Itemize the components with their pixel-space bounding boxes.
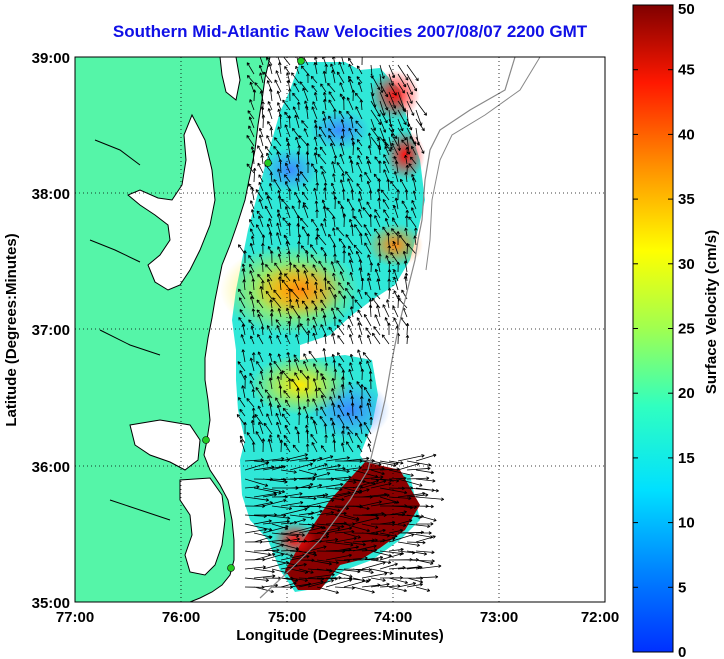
x-axis-label: Longitude (Degrees:Minutes) bbox=[236, 627, 444, 644]
x-tick-label: 77:00 bbox=[56, 609, 94, 626]
colorbar-label: Surface Velocity (cm/s) bbox=[703, 230, 720, 394]
station-markers bbox=[202, 57, 305, 572]
colorbar-tick-label: 25 bbox=[678, 321, 695, 338]
medium-zone bbox=[250, 355, 350, 415]
station-marker bbox=[297, 57, 305, 65]
colorbar-tick-label: 15 bbox=[678, 450, 695, 467]
bathymetry-contour-2 bbox=[425, 57, 541, 271]
y-tick-label: 35:00 bbox=[32, 595, 70, 612]
colorbar-tick-label: 35 bbox=[678, 191, 695, 208]
colorbar-tick-label: 40 bbox=[678, 126, 695, 143]
map-title: Southern Mid-Atlantic Raw Velocities 200… bbox=[112, 22, 588, 41]
slow-zone-west bbox=[262, 148, 318, 192]
x-tick-label: 74:00 bbox=[374, 609, 412, 626]
colorbar-tick-label: 0 bbox=[678, 644, 686, 659]
bathymetry-contour bbox=[259, 57, 516, 599]
colorbar bbox=[632, 4, 674, 653]
station-marker bbox=[202, 436, 210, 444]
velocity-arrows bbox=[236, 57, 445, 594]
colorbar-tick-label: 5 bbox=[678, 579, 686, 596]
y-tick-label: 38:00 bbox=[32, 186, 70, 203]
grid-lines bbox=[75, 57, 605, 602]
velocity-arrow-set bbox=[236, 57, 445, 594]
y-tick-label: 36:00 bbox=[32, 459, 70, 476]
albemarle-sound bbox=[129, 419, 201, 471]
x-axis-ticks: 77:00 76:00 75:00 74:00 73:00 72:00 bbox=[56, 609, 619, 626]
y-axis-label: Latitude (Degrees:Minutes) bbox=[3, 233, 20, 426]
colorbar-tick-label: 20 bbox=[678, 385, 695, 402]
x-tick-label: 76:00 bbox=[162, 609, 200, 626]
colorbar-tick-label: 45 bbox=[678, 62, 695, 79]
station-marker bbox=[227, 564, 235, 572]
x-tick-label: 73:00 bbox=[480, 609, 518, 626]
x-tick-label: 75:00 bbox=[268, 609, 306, 626]
y-tick-label: 37:00 bbox=[32, 322, 70, 339]
delaware-bay bbox=[219, 57, 241, 101]
colorbar-tick-label: 10 bbox=[678, 515, 695, 532]
x-tick-label: 72:00 bbox=[581, 609, 619, 626]
y-axis-ticks: 39:00 38:00 37:00 36:00 35:00 bbox=[32, 50, 70, 612]
y-tick-label: 39:00 bbox=[32, 50, 70, 67]
station-marker bbox=[264, 159, 272, 167]
chesapeake-bay bbox=[127, 113, 216, 291]
river-inlet bbox=[89, 139, 171, 521]
colorbar-tick-label: 30 bbox=[678, 256, 695, 273]
colorbar-tick-label: 50 bbox=[678, 1, 695, 18]
pamlico-sound bbox=[179, 477, 226, 576]
plot-frame bbox=[74, 56, 606, 603]
